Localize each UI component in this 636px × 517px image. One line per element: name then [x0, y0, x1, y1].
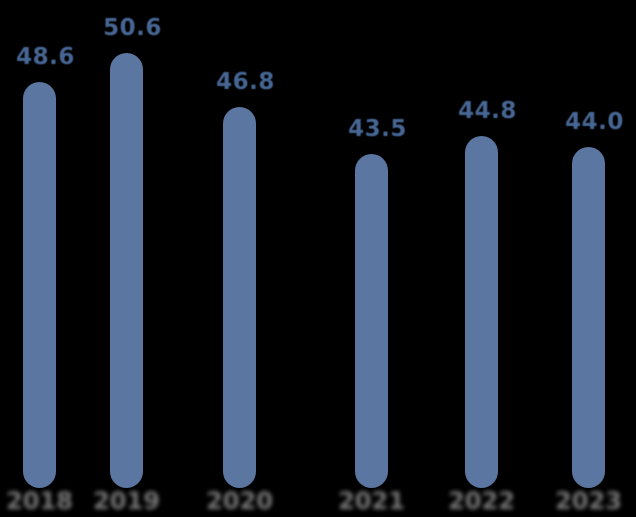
- bar-category-label: 2020: [206, 487, 273, 515]
- bar: [465, 136, 498, 488]
- bar-category-label: 2023: [555, 487, 622, 515]
- bar-value-label: 46.8: [216, 69, 275, 95]
- bar-value-label: 43.5: [348, 116, 407, 142]
- bar: [572, 147, 605, 488]
- bar-category-label: 2022: [448, 487, 515, 515]
- bar: [23, 82, 56, 488]
- bar-value-label: 44.8: [458, 98, 517, 124]
- bar: [223, 107, 256, 488]
- bar-category-label: 2019: [93, 487, 160, 515]
- bar: [355, 154, 388, 488]
- bar-value-label: 50.6: [103, 15, 162, 41]
- bar-category-label: 2021: [338, 487, 405, 515]
- bar-value-label: 48.6: [16, 44, 75, 70]
- bar: [110, 53, 143, 488]
- bar-category-label: 2018: [6, 487, 73, 515]
- bar-value-label: 44.0: [565, 109, 624, 135]
